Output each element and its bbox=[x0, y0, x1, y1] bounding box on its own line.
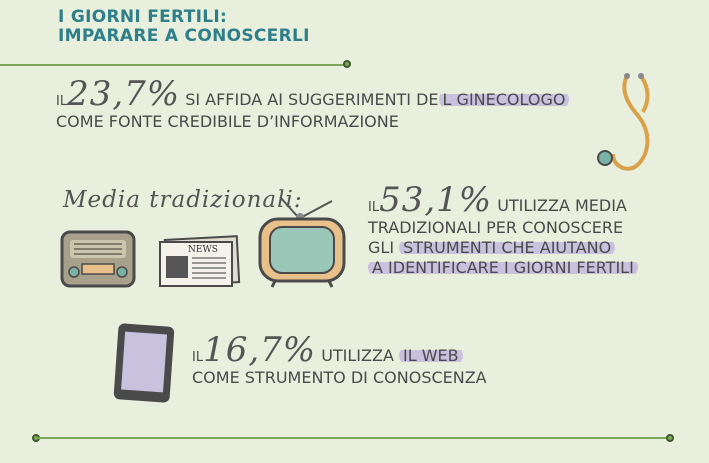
stat-web: IL16,7% UTILIZZA IL WEB COME STRUMENTO D… bbox=[192, 333, 487, 388]
stethoscope-icon bbox=[597, 73, 650, 171]
stat3-highlight: IL WEB bbox=[398, 346, 463, 365]
title-line-2: IMPARARE A CONOSCERLI bbox=[58, 26, 310, 46]
stat-traditional-media: IL53,1% UTILIZZA MEDIA TRADIZIONALI PER … bbox=[368, 183, 638, 278]
top-rule-dot bbox=[343, 60, 351, 68]
tv-icon bbox=[258, 196, 346, 288]
stat3-value: 16,7% bbox=[203, 330, 317, 370]
stat1-line1: SI AFFIDA AI SUGGERIMENTI DE bbox=[185, 90, 439, 109]
stat2-value: 53,1% bbox=[379, 180, 493, 220]
stat3-prefix: IL bbox=[192, 350, 204, 365]
newspaper-icon: NEWS bbox=[159, 235, 241, 287]
title-line-1: I GIORNI FERTILI: bbox=[58, 7, 228, 27]
stat2-line1: UTILIZZA MEDIA bbox=[497, 196, 627, 215]
traditional-media-label: Media tradizionali: bbox=[63, 187, 303, 213]
stat1-prefix: IL bbox=[56, 94, 68, 109]
stat-gynecologist: IL23,7% SI AFFIDA AI SUGGERIMENTI DE L GI… bbox=[56, 77, 570, 132]
bottom-rule bbox=[38, 437, 670, 439]
stat2-prefix: IL bbox=[368, 200, 380, 215]
radio-icon bbox=[60, 230, 136, 288]
stat1-line2: COME FONTE CREDIBILE D’INFORMAZIONE bbox=[56, 112, 399, 131]
stat2-line2: TRADIZIONALI PER CONOSCERE bbox=[368, 218, 624, 237]
stat1-value: 23,7% bbox=[67, 74, 181, 114]
stat1-highlight: L GINECOLOGO bbox=[438, 90, 570, 109]
top-rule bbox=[0, 64, 346, 66]
page-title: I GIORNI FERTILI: IMPARARE A CONOSCERLI bbox=[58, 8, 310, 46]
stat2-line3: GLI bbox=[368, 238, 400, 257]
stat3-line1: UTILIZZA bbox=[321, 346, 399, 365]
stat2-highlight-1: STRUMENTI CHE AIUTANO bbox=[399, 238, 616, 257]
newspaper-label: NEWS bbox=[188, 245, 218, 255]
tablet-icon bbox=[113, 323, 175, 403]
stat2-highlight-2: A IDENTIFICARE I GIORNI FERTILI bbox=[368, 258, 638, 277]
bottom-rule-dot-right bbox=[666, 434, 674, 442]
stat3-line2: COME STRUMENTO DI CONOSCENZA bbox=[192, 368, 487, 387]
